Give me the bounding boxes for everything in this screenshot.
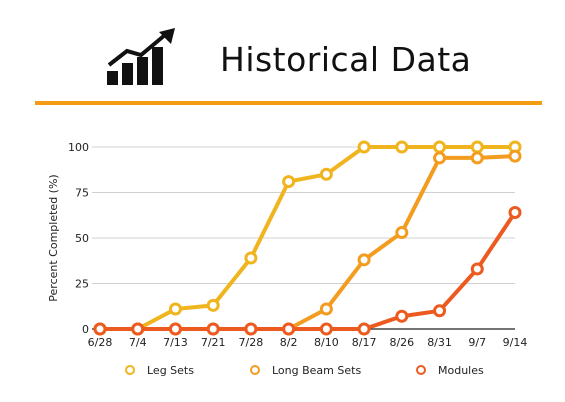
data-point [244,251,258,265]
data-point [319,167,333,181]
data-point [206,298,220,312]
x-tick-label: 8/2 [280,336,298,349]
data-point [282,322,296,336]
line-chart: 0 25 50 75 100 6/28 7/4 7/13 7/21 7/28 8/2 8/10 8/1… [47,140,528,349]
data-point [433,151,447,165]
y-axis-label: Percent Completed (%) [47,174,60,301]
data-point [357,140,371,154]
y-tick-label: 25 [75,278,89,291]
grid-lines [92,146,515,330]
data-point [470,140,484,154]
legend-label: Leg Sets [147,363,194,377]
legend-marker [125,365,135,375]
x-tick-labels: 6/28 7/4 7/13 7/21 7/28 8/2 8/10 8/17 8/26 8/31 9/… [88,336,528,349]
x-tick-label: 7/4 [129,336,147,349]
legend-item: Leg Sets [125,362,194,378]
data-point [319,322,333,336]
series-line [100,211,517,331]
data-point [168,302,182,316]
legend-item: Modules [416,362,484,378]
x-tick-label: 7/21 [201,336,226,349]
legend-marker [250,365,260,375]
series-modules [93,206,522,336]
data-point [168,322,182,336]
x-tick-label: 7/28 [239,336,264,349]
data-point [357,253,371,267]
data-point [395,140,409,154]
y-tick-labels: 0 25 50 75 100 [68,141,89,336]
y-tick-label: 100 [68,141,89,154]
data-point [357,322,371,336]
title-underline [35,101,542,105]
series-line [100,154,516,331]
data-point [395,309,409,323]
data-point [93,322,107,336]
growth-chart-icon [107,28,175,85]
x-tick-label: 6/28 [88,336,113,349]
data-point [206,322,220,336]
data-point [131,322,145,336]
x-tick-label: 8/10 [314,336,339,349]
data-point [244,322,258,336]
chart-legend: Leg Sets Long Beam Sets Modules [0,362,565,382]
x-tick-label: 9/14 [503,336,528,349]
page-title: Historical Data [220,40,472,79]
data-point [470,151,484,165]
y-tick-label: 0 [82,323,89,336]
data-point [395,226,409,240]
y-tick-label: 75 [75,187,89,200]
legend-item: Long Beam Sets [250,362,361,378]
x-tick-label: 7/13 [163,336,188,349]
legend-label: Modules [438,363,484,377]
series-lines [93,140,522,336]
data-point [282,175,296,189]
legend-marker [416,365,426,375]
data-point [433,304,447,318]
x-tick-label: 8/17 [352,336,377,349]
data-point [470,262,484,276]
x-tick-label: 8/31 [427,336,452,349]
x-tick-label: 9/7 [468,336,486,349]
x-tick-label: 8/26 [389,336,414,349]
data-point [433,140,447,154]
data-point [508,149,522,163]
header: Historical Data [0,0,565,110]
y-tick-label: 50 [75,232,89,245]
legend-label: Long Beam Sets [272,363,362,377]
data-point [319,302,333,316]
data-point [508,206,522,220]
